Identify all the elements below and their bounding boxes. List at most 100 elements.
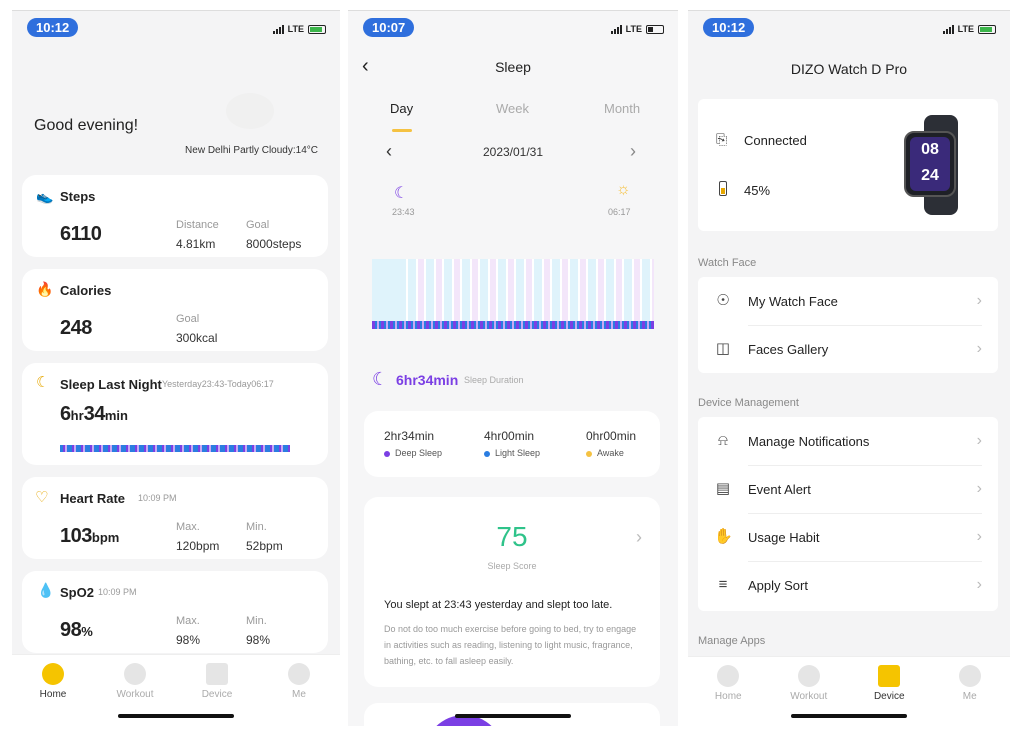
tab-me[interactable]: Me (930, 657, 1011, 726)
home-screen: 10:12 LTE Good evening! New Delhi Partly… (12, 10, 340, 726)
drop-icon: 💧 (37, 582, 55, 598)
tab-month[interactable]: Month (604, 101, 641, 116)
home-indicator (455, 714, 571, 718)
heart-rate-card[interactable]: ♡ Heart Rate 10:09 PM 103bpm Max. 120bpm… (22, 477, 328, 559)
watch-face-group: ☉ My Watch Face › ◫ Faces Gallery › (698, 277, 998, 373)
my-watch-face-row[interactable]: ☉ My Watch Face › (698, 277, 998, 325)
tab-workout-label: Workout (790, 691, 828, 702)
watch-battery-value: 45% (744, 183, 771, 198)
device-icon (878, 665, 901, 687)
calories-goal-label: Goal (176, 313, 200, 325)
steps-card[interactable]: 👟 Steps 6110 Distance 4.81km Goal 8000st… (22, 175, 328, 257)
status-bar: 10:12 LTE (688, 18, 1010, 38)
manage-notifications-row[interactable]: ⍾ Manage Notifications › (698, 417, 998, 465)
sleep-score-card[interactable]: 75 Sleep Score › You slept at 23:43 yest… (364, 497, 660, 687)
heart-rate-number: 103 (60, 525, 92, 547)
apply-sort-row[interactable]: ≡ Apply Sort › (698, 561, 998, 609)
bedtime-moon-icon: ☾ (394, 185, 409, 202)
spo2-number: 98 (60, 619, 82, 641)
deep-sleep-label: Deep Sleep (395, 448, 443, 458)
calories-goal-value: 300kcal (176, 331, 218, 345)
home-indicator (791, 714, 907, 718)
manage-notifications-label: Manage Notifications (748, 433, 870, 449)
watch-battery-icon (719, 181, 727, 196)
chevron-right-icon: › (976, 340, 982, 357)
sleep-card[interactable]: ☾ Sleep Last Night Yesterday23:43-Today0… (22, 363, 328, 465)
workout-icon (797, 665, 820, 687)
carrier-label: LTE (287, 24, 304, 34)
list-icon: ▤ (715, 480, 731, 497)
status-time: 10:07 (363, 18, 415, 37)
home-indicator (118, 714, 234, 718)
steps-icon: 👟 (36, 188, 54, 204)
sleep-score-value: 75 (496, 521, 528, 552)
tab-workout[interactable]: Workout (94, 655, 176, 726)
sleep-min-unit: min (104, 408, 128, 423)
sleep-range: Yesterday23:43-Today06:17 (162, 379, 274, 389)
hr-max-label: Max. (176, 521, 200, 533)
calories-card[interactable]: 🔥 Calories 248 Goal 300kcal (22, 269, 328, 351)
status-time: 10:12 (27, 18, 79, 37)
next-date-icon[interactable]: › (630, 141, 636, 161)
sleep-stage-chart (372, 259, 654, 331)
tab-device[interactable]: Device (849, 657, 930, 726)
tab-device-label: Device (201, 689, 233, 700)
tab-device[interactable]: Device (176, 655, 258, 726)
sleep-stages-card: 2hr34min Deep Sleep 4hr00min Light Sleep… (364, 411, 660, 477)
tab-me[interactable]: Me (258, 655, 340, 726)
spo2-min-label: Min. (246, 615, 267, 627)
device-screen: 10:12 LTE DIZO Watch D Pro ⎘ Connected 4… (688, 10, 1010, 726)
tab-me-label: Me (292, 689, 306, 700)
device-title: DIZO Watch D Pro (790, 61, 908, 77)
watch-image: 08 24 (898, 115, 982, 215)
me-icon (958, 665, 981, 687)
distance-value: 4.81km (176, 237, 216, 251)
battery-icon (308, 24, 326, 34)
watch-screen: 08 24 (910, 137, 950, 191)
spo2-card[interactable]: 💧 SpO2 10:09 PM 98% Max. 98% Min. 98% (22, 571, 328, 653)
wake-time: 06:17 (608, 207, 631, 217)
prev-date-icon[interactable]: ‹ (386, 141, 392, 161)
divider (748, 561, 982, 562)
gallery-icon: ◫ (715, 340, 731, 357)
advice-body: Do not do too much exercise before going… (384, 624, 637, 666)
usage-habit-row[interactable]: ✋ Usage Habit › (698, 513, 998, 561)
divider (748, 325, 982, 326)
heart-rate-time: 10:09 PM (138, 493, 177, 503)
chevron-right-icon: › (976, 432, 982, 449)
tab-week[interactable]: Week (496, 101, 529, 116)
heart-rate-title: Heart Rate (60, 491, 126, 506)
awake-label: Awake (597, 448, 624, 458)
watch-face-icon: ☉ (716, 292, 730, 309)
event-alert-row[interactable]: ▤ Event Alert › (698, 465, 998, 513)
stage-strip (372, 321, 654, 329)
sleep-mins: 34 (83, 403, 106, 425)
deep-sleep-value: 2hr34min (384, 429, 435, 443)
tab-home[interactable]: Home (12, 655, 94, 726)
back-icon[interactable]: ‹ (362, 55, 369, 77)
heart-rate-value: 103bpm (60, 525, 119, 548)
tab-workout[interactable]: Workout (769, 657, 850, 726)
workout-icon (124, 663, 146, 685)
hr-max-value: 120bpm (176, 539, 220, 553)
watch-status-card[interactable]: ⎘ Connected 45% 08 24 (698, 99, 998, 231)
device-icon (206, 663, 228, 685)
chevron-right-icon: › (976, 292, 982, 309)
hr-min-value: 52bpm (246, 539, 283, 553)
bed-time: 23:43 (392, 207, 415, 217)
section-manage-apps: Manage Apps (698, 635, 766, 647)
date-label: 2023/01/31 (482, 145, 544, 159)
tab-home[interactable]: Home (688, 657, 769, 726)
score-chevron-icon[interactable]: › (636, 527, 642, 547)
duration-moon-icon: ☾ (372, 369, 389, 389)
sleep-duration: 6hr34min (60, 403, 128, 426)
faces-gallery-row[interactable]: ◫ Faces Gallery › (698, 325, 998, 373)
calories-value: 248 (60, 317, 92, 339)
sleep-score-label: Sleep Score (487, 561, 537, 571)
tab-day[interactable]: Day (390, 101, 414, 116)
greeting: Good evening! (34, 117, 139, 134)
spo2-unit: % (81, 624, 93, 639)
chevron-right-icon: › (976, 528, 982, 545)
hr-min-label: Min. (246, 521, 267, 533)
sleep-page-title: Sleep (495, 59, 531, 75)
